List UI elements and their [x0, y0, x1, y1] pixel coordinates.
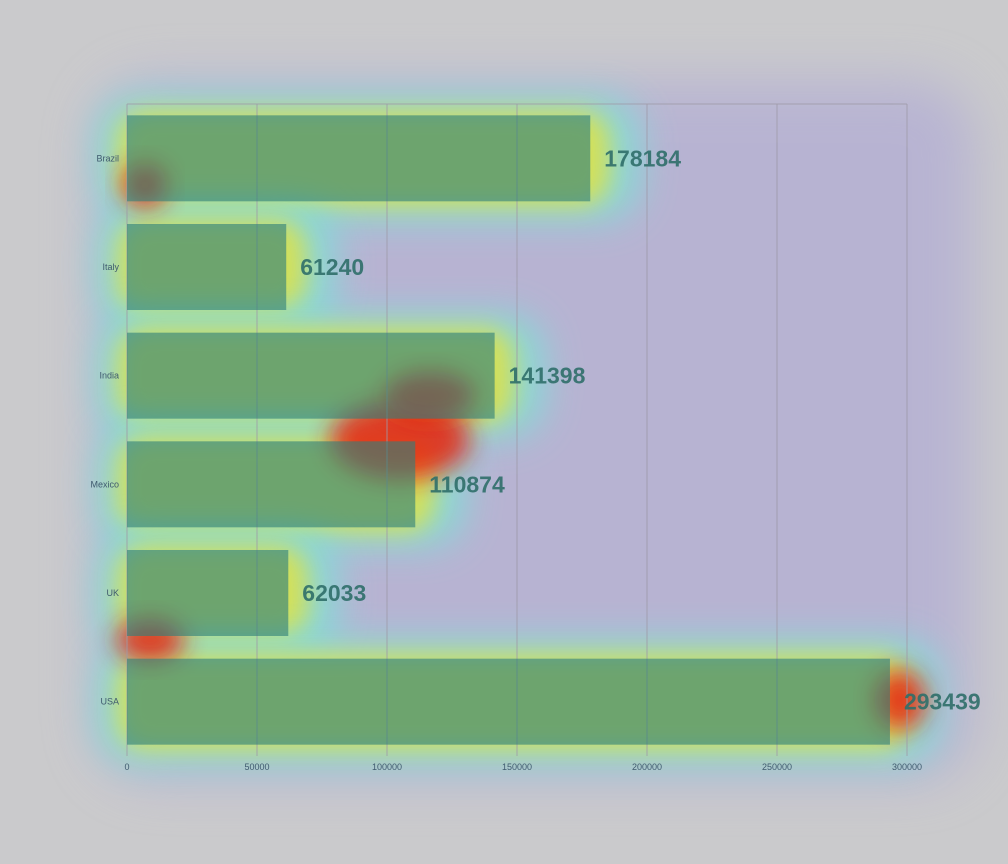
data-labels: 178184 61240 141398 110874 62033 293439: [300, 145, 980, 714]
value-label-brazil: 178184: [604, 145, 681, 171]
value-label-mexico: 110874: [429, 471, 505, 497]
bar-mexico: [127, 441, 416, 528]
value-label-usa: 293439: [904, 689, 981, 715]
category-label-uk: UK: [106, 588, 119, 598]
value-label-italy: 61240: [300, 254, 364, 280]
bar-italy: [127, 224, 287, 310]
value-label-uk: 62033: [302, 580, 366, 606]
category-label-usa: USA: [100, 697, 119, 707]
grid-lines: [126, 103, 908, 756]
x-tick-label: 200000: [632, 762, 662, 772]
x-tick-label: 250000: [762, 762, 792, 772]
category-label-india: India: [99, 371, 119, 381]
value-label-india: 141398: [509, 363, 586, 389]
x-tick-label: 150000: [502, 762, 532, 772]
bar-uk: [127, 550, 289, 636]
bar-india: [127, 332, 495, 419]
category-label-mexico: Mexico: [90, 479, 119, 489]
bars: [127, 115, 890, 745]
bar-brazil: [127, 115, 591, 202]
axes: Brazil Italy India Mexico UK USA 0 50000 100000 1…: [90, 153, 922, 772]
category-label-italy: Italy: [102, 262, 119, 272]
x-tick-label: 0: [124, 762, 129, 772]
category-label-brazil: Brazil: [96, 153, 119, 163]
x-tick-label: 100000: [372, 762, 402, 772]
bar-usa: [127, 658, 890, 745]
x-tick-label: 50000: [244, 762, 269, 772]
x-tick-label: 300000: [892, 762, 922, 772]
